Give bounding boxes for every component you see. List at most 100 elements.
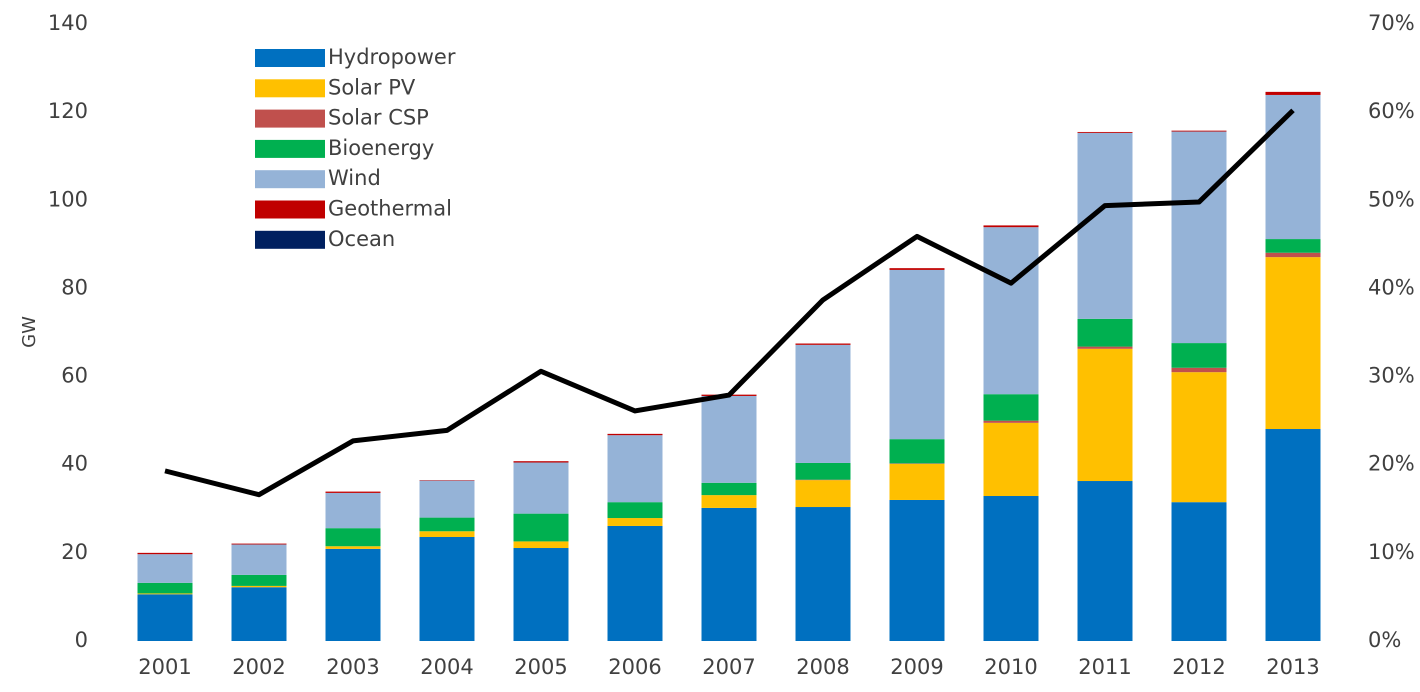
y-tick-label: 20 [61,540,88,564]
bar-segment [1078,481,1133,641]
legend-label: Ocean [328,227,395,251]
bar-segment [138,594,193,641]
x-tick-label: 2003 [326,655,379,679]
bar-segment [702,508,757,641]
bar-segment [1078,349,1133,481]
legend-swatch [255,140,325,158]
legend-label: Solar PV [328,75,416,99]
bar-segment [702,396,757,483]
bar-segment [608,502,663,518]
bar-segment [608,526,663,641]
bar-segment [702,495,757,508]
x-tick-label: 2005 [514,655,567,679]
legend-swatch [255,79,325,97]
bar-segment [138,583,193,594]
bar-segment [702,483,757,495]
x-tick-label: 2012 [1172,655,1225,679]
bar-segment [1078,347,1133,349]
x-tick-label: 2013 [1266,655,1319,679]
bar-segment [1078,319,1133,347]
bar-segment [890,270,945,439]
bar-segment [514,463,569,514]
y-tick-label: 60 [61,364,88,388]
bar-segment [1172,372,1227,502]
y2-tick-label: 30% [1368,364,1415,388]
bar-segment [984,394,1039,420]
bar-segment [1266,253,1321,257]
bar-segment [890,500,945,641]
x-tick-label: 2008 [796,655,849,679]
bar-segment [420,518,475,532]
bar-segment [420,537,475,641]
bar-segment [608,434,663,435]
bar-segment [796,507,851,641]
bar-segment [1266,95,1321,239]
bar-segment [608,518,663,526]
y-tick-label: 100 [48,187,88,211]
y2-tick-label: 0% [1368,628,1401,652]
legend-label: Geothermal [328,197,452,221]
legend-swatch [255,201,325,219]
bar-segment [984,496,1039,641]
legend-label: Wind [328,166,381,190]
x-tick-label: 2004 [420,655,473,679]
legend-label: Bioenergy [328,136,434,160]
bar-segment [890,439,945,463]
y2-tick-label: 60% [1368,99,1415,123]
bar-segment [796,345,851,463]
bar-segment [326,492,381,493]
bar-segment [326,549,381,641]
bar-segment [1078,133,1133,319]
y-tick-label: 120 [48,99,88,123]
bar-segment [232,544,287,574]
legend-swatch [255,110,325,128]
bar-segment [796,480,851,507]
bar-segment [984,227,1039,394]
bar-segment [138,553,193,554]
bar-segment [1172,502,1227,641]
x-tick-label: 2007 [702,655,755,679]
bar-segment [1266,257,1321,429]
bar-segment [326,528,381,546]
y-tick-label: 0 [75,628,88,652]
bar-segment [232,586,287,587]
bar-segment [232,575,287,586]
legend-swatch [255,49,325,67]
bar-segment [1266,239,1321,253]
bar-segment [1078,132,1133,133]
bar-segment [514,514,569,542]
bar-segment [890,268,945,270]
x-tick-label: 2001 [138,655,191,679]
legend-label: Solar CSP [328,106,429,130]
bar-segment [984,421,1039,423]
bar-segment [890,464,945,500]
y-axis-label: GW [19,316,40,348]
bar-segment [1172,368,1227,372]
bar-segment [420,481,475,518]
bar-segment [514,541,569,548]
bar-segment [1172,343,1227,368]
bar-segment [232,544,287,545]
y2-tick-label: 50% [1368,187,1415,211]
bar-segment [232,587,287,641]
bar-segment [1172,131,1227,132]
y2-tick-label: 40% [1368,275,1415,299]
bar-segment [138,593,193,594]
bar-segment [514,548,569,641]
y2-tick-label: 10% [1368,540,1415,564]
bar-segment [608,435,663,502]
x-tick-label: 2010 [984,655,1037,679]
bar-segment [984,225,1039,227]
bar-segment [1172,132,1227,344]
legend-label: Hydropower [328,45,456,69]
x-tick-label: 2002 [232,655,285,679]
bar-segment [420,531,475,537]
bar-segment [1266,429,1321,641]
bar-segment [796,344,851,345]
y2-tick-label: 70% [1368,11,1415,35]
bar-segment [138,554,193,583]
bar-segment [326,493,381,528]
y-tick-label: 40 [61,452,88,476]
y-tick-label: 80 [61,275,88,299]
y-tick-label: 140 [48,11,88,35]
